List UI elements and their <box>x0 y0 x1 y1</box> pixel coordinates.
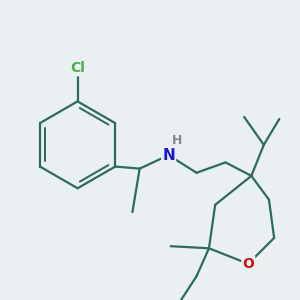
Text: O: O <box>242 257 254 271</box>
Text: H: H <box>172 134 182 147</box>
Text: N: N <box>162 148 175 163</box>
Text: Cl: Cl <box>70 61 85 75</box>
